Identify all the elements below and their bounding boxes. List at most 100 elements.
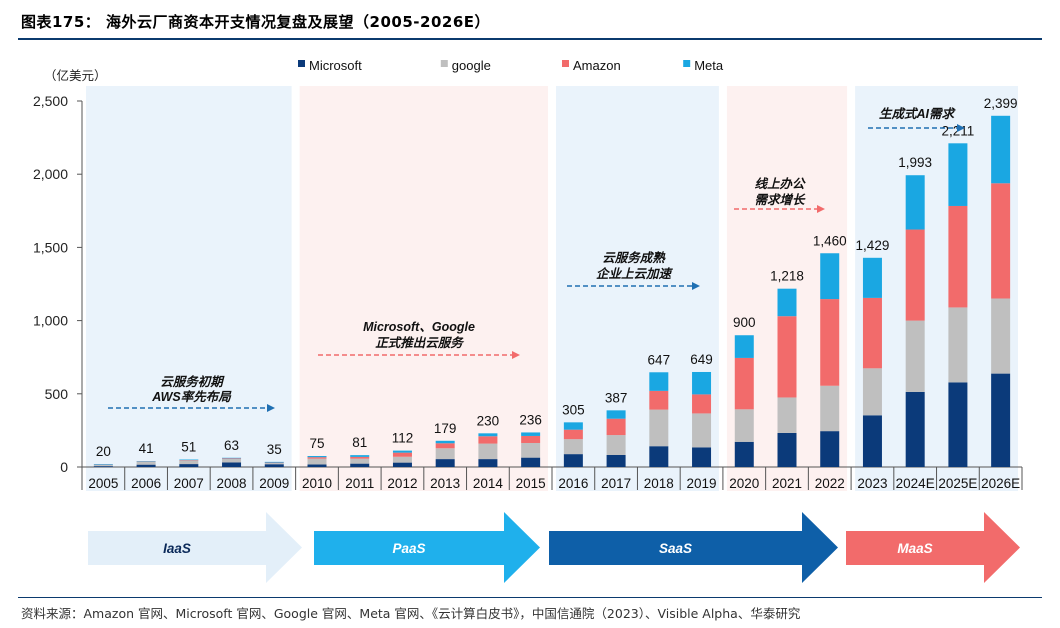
bar-microsoft-2023 [862,415,882,467]
y-tick-label: 0 [60,459,68,475]
total-label-2010: 75 [309,436,324,451]
bar-amazon-2013 [435,443,455,449]
total-label-2008: 63 [224,438,239,453]
bar-microsoft-2008 [222,462,242,467]
x-tick-label: 2019 [687,476,717,491]
total-label-2019: 649 [690,352,713,367]
total-label-2012: 112 [392,431,414,446]
legend-label-google: google [452,58,491,73]
bar-amazon-2012 [392,452,412,457]
bar-meta-2026E [991,115,1011,184]
bar-google-2020 [734,409,754,442]
total-label-2024E: 1,993 [898,155,932,170]
bar-meta-2019 [692,371,712,395]
bar-microsoft-2011 [350,463,370,467]
bar-amazon-2025E [948,205,968,308]
bar-google-2016 [563,439,583,455]
total-label-2023: 1,429 [856,238,890,253]
bar-amazon-2023 [862,297,882,369]
bar-microsoft-2026E [991,373,1011,467]
bar-microsoft-2006 [136,464,156,467]
total-label-2026E: 2,399 [984,96,1018,111]
phase-background-1 [299,86,548,491]
bar-meta-2012 [392,450,412,453]
bar-microsoft-2018 [649,446,669,467]
bar-google-2015 [521,442,541,458]
bar-amazon-2010 [307,457,327,459]
legend-label-microsoft: Microsoft [309,58,362,73]
x-tick-label: 2010 [302,476,332,491]
phase-arrow-head-4 [957,124,965,132]
bar-meta-2014 [478,433,498,437]
bar-google-2024E [905,320,925,392]
phase-note-2: 企业上云加速 [596,267,674,281]
bar-amazon-2024E [905,229,925,321]
bar-microsoft-2007 [179,464,199,467]
bar-amazon-2026E [991,183,1011,299]
total-label-2022: 1,460 [813,233,847,248]
total-label-2017: 387 [605,390,628,405]
x-tick-label: 2016 [558,476,588,491]
bar-google-2006 [136,461,156,465]
bar-meta-2025E [948,143,968,206]
bar-meta-2009 [264,461,284,463]
bar-google-2010 [307,458,327,465]
bar-google-2008 [222,458,242,463]
legend-swatch-google [440,60,448,67]
bar-google-2011 [350,458,370,464]
x-tick-label: 2023 [857,476,887,491]
x-tick-label: 2024E [896,476,935,491]
total-label-2020: 900 [733,315,756,330]
bar-amazon-2008 [222,458,242,459]
phase-note-2: 云服务成熟 [602,251,666,265]
bar-google-2005 [93,464,113,467]
bar-google-2019 [692,413,712,448]
bar-amazon-2020 [734,357,754,410]
x-tick-label: 2008 [217,476,247,491]
total-label-2021: 1,218 [770,269,804,284]
phase-note-3: 需求增长 [754,193,806,207]
phase-arrow-label-maas: MaaS [897,541,932,556]
phase-note-0: 云服务初期 [160,375,225,389]
source-note: 资料来源：Amazon 官网、Microsoft 官网、Google 官网、Me… [21,606,801,621]
x-tick-label: 2005 [88,476,118,491]
bar-google-2013 [435,448,455,460]
bar-meta-2007 [179,459,199,461]
bar-google-2012 [392,456,412,463]
x-tick-label: 2026E [981,476,1020,491]
y-tick-label: 1,500 [33,239,68,255]
bar-meta-2008 [222,457,242,459]
bar-meta-2005 [93,464,113,465]
title-rule [18,38,1042,40]
bar-microsoft-2017 [606,454,626,467]
bar-google-2022 [820,385,840,432]
bar-meta-2023 [862,257,882,298]
x-tick-label: 2021 [772,476,802,491]
total-label-2007: 51 [181,440,196,455]
phase-arrow-label-paas: PaaS [392,541,425,556]
bar-meta-2016 [563,422,583,430]
legend-swatch-amazon [562,60,569,67]
phase-arrow-label-saas: SaaS [659,541,692,556]
x-tick-label: 2013 [430,476,460,491]
bar-amazon-2015 [521,435,541,443]
capex-chart: 0 500 1,000 1,500 2,000 2,500 （亿美元） 2005 2006 200… [33,58,1023,583]
bar-meta-2017 [606,410,626,419]
x-tick-label: 2022 [815,476,845,491]
bar-microsoft-2005 [93,466,113,467]
bar-microsoft-2020 [734,441,754,467]
legend-swatch-microsoft [298,60,305,67]
chart-title: 图表175： 海外云厂商资本开支情况复盘及展望（2005-2026E） [21,13,491,31]
phase-note-4: 生成式AI需求 [879,107,957,121]
x-tick-label: 2009 [259,476,289,491]
phase-arrow-head-2 [692,282,700,290]
x-tick-label: 2014 [473,476,504,491]
bar-microsoft-2022 [820,431,840,467]
bar-google-2017 [606,435,626,455]
phase-note-1: 正式推出云服务 [375,336,465,350]
x-tick-label: 2006 [131,476,161,491]
bar-amazon-2016 [563,429,583,440]
x-tick-label: 2017 [601,476,631,491]
bar-meta-2024E [905,175,925,230]
bar-microsoft-2025E [948,382,968,467]
